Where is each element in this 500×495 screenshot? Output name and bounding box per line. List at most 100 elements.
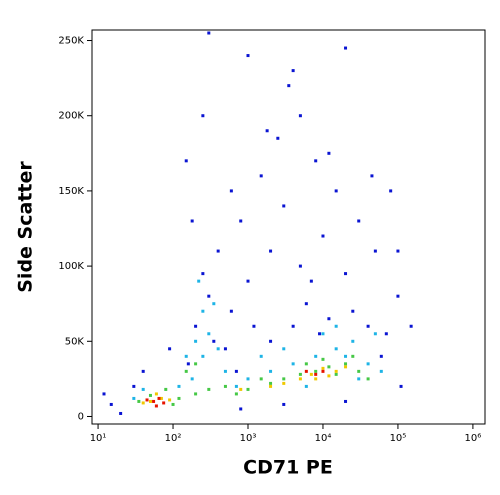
x-tick-label: 10⁴ bbox=[315, 433, 332, 444]
event-dot bbox=[287, 84, 291, 88]
event-dot bbox=[304, 369, 308, 373]
event-dot bbox=[321, 234, 325, 238]
event-dot bbox=[259, 354, 263, 358]
event-dot bbox=[171, 402, 175, 406]
event-dot bbox=[282, 402, 286, 406]
plot-frame bbox=[91, 29, 486, 425]
event-dot bbox=[269, 249, 273, 253]
event-dot bbox=[109, 402, 113, 406]
event-dot bbox=[148, 393, 152, 397]
x-tick-label: 10¹ bbox=[90, 433, 107, 444]
event-dot bbox=[190, 377, 194, 381]
event-dot bbox=[229, 189, 233, 193]
event-dot bbox=[201, 272, 205, 276]
event-dot bbox=[344, 272, 348, 276]
event-dot bbox=[373, 249, 377, 253]
event-dot bbox=[265, 129, 269, 133]
event-dot bbox=[269, 381, 273, 385]
event-dot bbox=[239, 407, 243, 411]
event-dot bbox=[327, 151, 331, 155]
event-dot bbox=[246, 377, 250, 381]
event-dot bbox=[184, 369, 188, 373]
y-tick-label: 100K bbox=[58, 261, 84, 272]
event-dot bbox=[298, 377, 302, 381]
event-dot bbox=[102, 392, 106, 396]
event-dot bbox=[148, 399, 152, 403]
event-dot bbox=[141, 387, 145, 391]
event-dot bbox=[190, 219, 194, 223]
event-dot bbox=[282, 377, 286, 381]
event-dot bbox=[314, 372, 318, 376]
event-dot bbox=[304, 362, 308, 366]
event-dot bbox=[207, 332, 211, 336]
event-dot bbox=[282, 347, 286, 351]
event-dot bbox=[145, 398, 149, 402]
event-dot bbox=[344, 46, 348, 50]
event-dot bbox=[366, 324, 370, 328]
event-dot bbox=[154, 392, 158, 396]
event-dot bbox=[234, 392, 238, 396]
event-dot bbox=[162, 401, 166, 405]
event-dot bbox=[370, 174, 374, 178]
event-dot bbox=[234, 369, 238, 373]
event-dot bbox=[141, 369, 145, 373]
event-dot bbox=[132, 384, 136, 388]
event-dot bbox=[334, 372, 338, 376]
event-dot bbox=[201, 309, 205, 313]
event-dot bbox=[216, 249, 220, 253]
event-dot bbox=[154, 404, 158, 408]
event-dot bbox=[259, 377, 263, 381]
event-dot bbox=[207, 387, 211, 391]
event-dot bbox=[389, 189, 393, 193]
event-dot bbox=[314, 377, 318, 381]
event-dot bbox=[373, 332, 377, 336]
event-dot bbox=[184, 354, 188, 358]
event-dot bbox=[357, 377, 361, 381]
event-dot bbox=[379, 354, 383, 358]
event-dot bbox=[344, 365, 348, 369]
x-axis-label: CD71 PE bbox=[243, 457, 333, 479]
y-tick-label: 250K bbox=[58, 36, 84, 47]
event-dot bbox=[282, 381, 286, 385]
event-dot bbox=[201, 354, 205, 358]
event-dot bbox=[252, 324, 256, 328]
event-dot bbox=[327, 365, 331, 369]
event-dot bbox=[379, 369, 383, 373]
x-tick-label: 10² bbox=[165, 433, 182, 444]
event-dot bbox=[314, 369, 318, 373]
event-dot bbox=[344, 362, 348, 366]
event-dot bbox=[201, 114, 205, 118]
event-dot bbox=[298, 372, 302, 376]
event-dot bbox=[177, 384, 181, 388]
event-dot bbox=[304, 302, 308, 306]
event-dot bbox=[194, 392, 198, 396]
event-dot bbox=[409, 324, 413, 328]
event-dot bbox=[314, 159, 318, 163]
y-tick-label: 200K bbox=[58, 111, 84, 122]
event-dot bbox=[137, 399, 141, 403]
event-dot bbox=[177, 396, 181, 400]
event-dot bbox=[327, 374, 331, 378]
event-dot bbox=[159, 396, 163, 400]
y-tick-label: 0 bbox=[78, 411, 84, 422]
event-dot bbox=[157, 396, 161, 400]
event-dot bbox=[282, 204, 286, 208]
event-dot bbox=[239, 387, 243, 391]
event-dot bbox=[246, 279, 250, 283]
event-dot bbox=[229, 309, 233, 313]
event-dot bbox=[207, 294, 211, 298]
event-dot bbox=[223, 347, 227, 351]
event-dot bbox=[334, 369, 338, 373]
event-dot bbox=[351, 354, 355, 358]
event-dot bbox=[269, 339, 273, 343]
event-dot bbox=[321, 369, 325, 373]
event-dot bbox=[223, 384, 227, 388]
event-dot bbox=[366, 377, 370, 381]
event-dot bbox=[334, 324, 338, 328]
y-tick-label: 50K bbox=[65, 336, 85, 347]
event-dot bbox=[152, 399, 156, 403]
event-dot bbox=[246, 387, 250, 391]
event-dot bbox=[269, 384, 273, 388]
event-dot bbox=[321, 357, 325, 361]
x-tick-label: 10⁵ bbox=[390, 433, 407, 444]
